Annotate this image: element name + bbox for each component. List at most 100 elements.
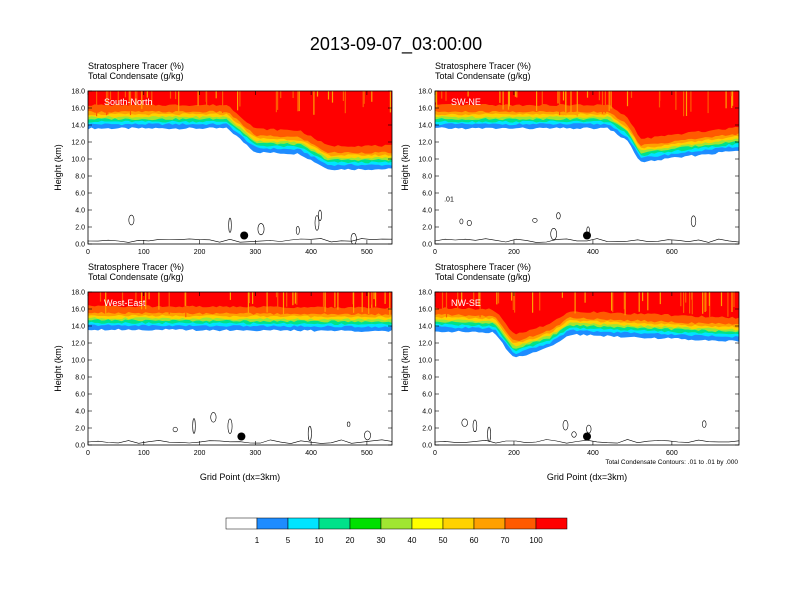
x-tick-label: 300 <box>249 450 261 457</box>
tracer-streak <box>598 91 600 101</box>
panel-label: West-East <box>104 298 146 308</box>
tracer-streak <box>467 91 469 97</box>
tracer-streak <box>457 292 459 312</box>
tracer-streak <box>342 91 344 101</box>
condensate-contour <box>550 228 558 241</box>
tracer-streak <box>461 292 463 303</box>
condensate-contour <box>210 412 217 423</box>
y-axis-label: Height (km) <box>53 144 63 191</box>
y-tick-label: 12.0 <box>418 140 432 147</box>
tracer-streak <box>389 292 391 317</box>
tracer-streak <box>148 292 150 300</box>
plot-frame <box>87 90 393 245</box>
tracer-streak <box>129 91 132 116</box>
tracer-streak <box>720 292 723 307</box>
tracer-streak <box>725 91 727 109</box>
colorbar: 1 5 10 20 30 40 50 60 70 100 <box>225 517 568 545</box>
panel-title-condensate: Total Condensate (g/kg) <box>435 71 531 81</box>
tracer-streak <box>247 292 249 315</box>
x-tick-label: 400 <box>305 450 317 457</box>
tracer-streak <box>175 91 177 100</box>
colorbar-swatch <box>225 517 258 530</box>
y-tick-label: 18.0 <box>71 290 85 297</box>
tracer-streak <box>197 91 199 106</box>
tracer-streak <box>107 91 109 115</box>
tracer-streak <box>562 91 565 101</box>
tracer-streak <box>141 292 143 310</box>
colorbar-swatch <box>535 517 568 530</box>
panel-title-tracer: Stratosphere Tracer (%) <box>88 61 184 71</box>
y-tick-label: 6.0 <box>422 392 432 399</box>
tracer-streak <box>507 91 510 110</box>
y-tick-label: 14.0 <box>418 123 432 130</box>
tracer-streak <box>708 292 710 306</box>
colorbar-swatch <box>349 517 382 530</box>
tracer-streak <box>638 292 640 312</box>
contour-label: .01 <box>444 197 454 204</box>
tracer-streak <box>277 91 279 110</box>
tracer-streak <box>532 292 534 313</box>
tracer-streak <box>478 292 480 307</box>
tracer-streak <box>683 292 685 313</box>
y-axis-label: Height (km) <box>400 345 410 392</box>
y-tick-label: 10.0 <box>418 358 432 365</box>
y-tick-label: 4.0 <box>75 208 85 215</box>
tracer-streak <box>375 292 377 307</box>
condensate-contour <box>364 430 371 441</box>
tracer-streak <box>541 91 543 110</box>
surface-contour <box>88 439 392 444</box>
condensate-contour <box>350 233 357 244</box>
tracer-streak <box>371 292 373 305</box>
y-tick-label: 2.0 <box>75 426 85 433</box>
tracer-streak <box>690 91 692 112</box>
tracer-streak <box>586 91 589 98</box>
tracer-streak <box>642 292 644 302</box>
tracer-streak <box>727 292 729 317</box>
tracer-streak <box>496 292 498 305</box>
tracer-streak <box>277 292 279 313</box>
condensate-contour <box>318 209 322 221</box>
tracer-streak <box>623 292 625 310</box>
y-tick-label: 0.0 <box>75 443 85 450</box>
tracer-streak <box>344 91 346 114</box>
condensate-contour <box>532 218 538 223</box>
tracer-streak <box>105 292 107 316</box>
y-tick-label: 0.0 <box>422 443 432 450</box>
x-tick-label: 100 <box>138 450 150 457</box>
tracer-band <box>435 292 739 335</box>
tracer-streak <box>516 91 518 98</box>
x-tick-label: 0 <box>86 249 90 256</box>
tracer-streak <box>286 292 288 307</box>
y-tick-label: 4.0 <box>422 208 432 215</box>
x-tick-label: 500 <box>361 450 373 457</box>
tracer-streak <box>252 292 254 304</box>
condensate-contour <box>172 426 178 433</box>
tracer-streak <box>685 91 688 116</box>
tracer-field <box>88 292 392 445</box>
tracer-streak <box>237 91 239 111</box>
tracer-streak <box>368 292 370 314</box>
tracer-streak <box>96 91 98 117</box>
tracer-streak <box>275 292 278 298</box>
tracer-streak <box>611 292 613 311</box>
x-tick-label: 200 <box>508 249 520 256</box>
contour-footnote: Total Condensate Contours: .01 to .01 by… <box>605 459 738 466</box>
condensate-contour <box>459 218 464 225</box>
colorbar-label: 5 <box>286 536 291 545</box>
tracer-streak <box>128 91 130 107</box>
y-tick-label: 12.0 <box>71 140 85 147</box>
tracer-streak <box>502 91 504 110</box>
y-tick-label: 8.0 <box>75 174 85 181</box>
tracer-streak <box>570 91 572 113</box>
colorbar-swatch <box>318 517 351 530</box>
tracer-streak <box>707 91 709 114</box>
colorbar-label: 100 <box>529 536 543 545</box>
x-tick-label: 100 <box>138 249 150 256</box>
tracer-streak <box>373 292 375 300</box>
tracer-streak <box>135 292 137 303</box>
tracer-streak <box>121 292 124 306</box>
tracer-streak <box>280 91 282 99</box>
tracer-streak <box>445 292 448 318</box>
y-tick-label: 8.0 <box>422 375 432 382</box>
y-tick-label: 8.0 <box>422 174 432 181</box>
